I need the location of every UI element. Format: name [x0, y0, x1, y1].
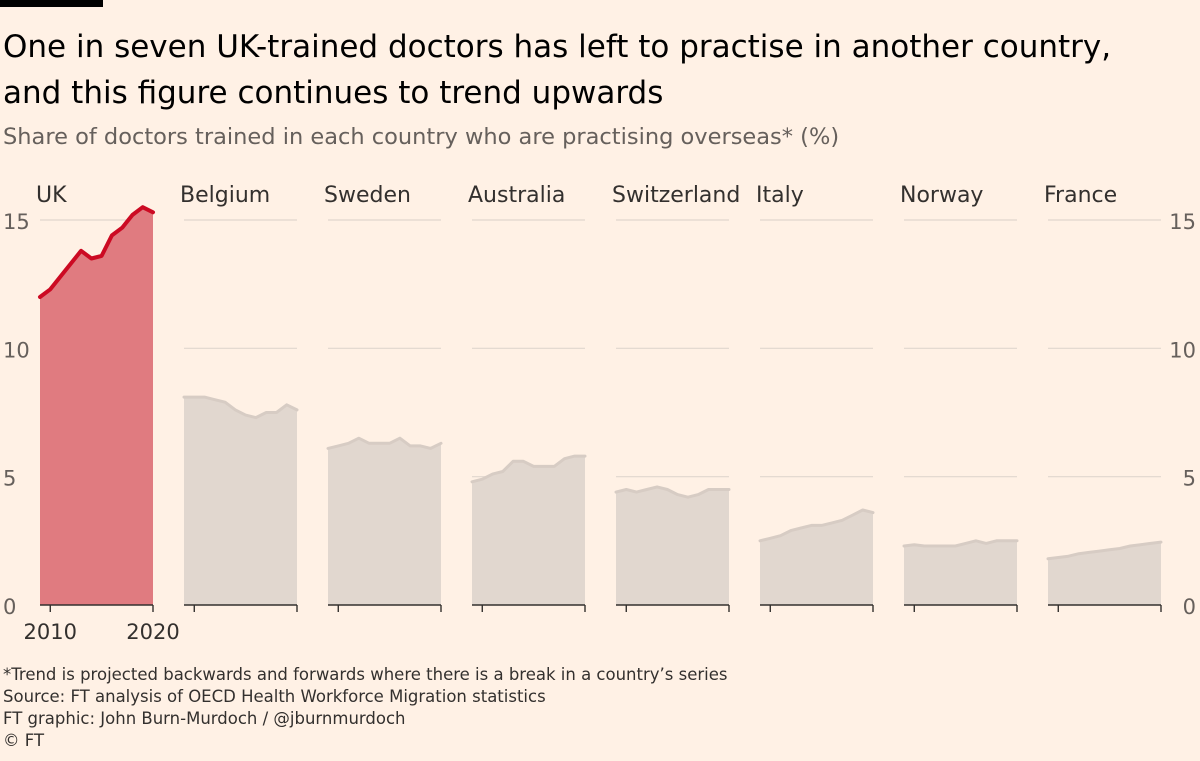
- line-australia: [470, 454, 587, 484]
- line-sweden: [326, 436, 443, 450]
- area-uk: [40, 207, 153, 605]
- y-tick-left-10: 10: [3, 338, 30, 362]
- panel-title-norway: Norway: [900, 183, 983, 208]
- footnotes: *Trend is projected backwards and forwar…: [3, 664, 727, 752]
- area-france: [1048, 542, 1161, 605]
- source-note: Source: FT analysis of OECD Health Workf…: [3, 687, 546, 706]
- y-tick-left-5: 5: [3, 467, 16, 491]
- line-italy: [758, 508, 875, 543]
- line-switzerland: [614, 485, 731, 499]
- chart-title: One in seven UK-trained doctors has left…: [3, 24, 1193, 116]
- y-tick-left-0: 0: [3, 595, 16, 619]
- graphic-credit: FT graphic: John Burn-Murdoch / @jburnmu…: [3, 709, 406, 728]
- y-tick-left-15: 15: [3, 210, 30, 234]
- footnote-trend: *Trend is projected backwards and forwar…: [3, 665, 728, 684]
- y-tick-right-0: 0: [1183, 595, 1196, 619]
- chart-title-line-1: One in seven UK-trained doctors has left…: [3, 29, 1112, 65]
- line-belgium: [182, 395, 299, 420]
- ft-top-bar: [0, 0, 103, 7]
- line-france: [1046, 540, 1163, 561]
- panel-title-france: France: [1044, 183, 1117, 208]
- panel-title-sweden: Sweden: [324, 183, 411, 208]
- line-uk: [38, 205, 155, 299]
- copyright-note: © FT: [3, 731, 45, 750]
- area-australia: [472, 456, 585, 605]
- panel-title-switzerland: Switzerland: [612, 183, 740, 208]
- small-multiples-chart: 0 0 5 5 10 10 15 15 2010 2020 UK Belgium Sweden Austr…: [3, 183, 1196, 644]
- area-belgium: [184, 397, 297, 605]
- area-norway: [904, 540, 1017, 605]
- line-norway: [902, 539, 1019, 548]
- x-tick-label-2020: 2020: [126, 620, 179, 644]
- panel-title-belgium: Belgium: [180, 183, 270, 208]
- panel-title-uk: UK: [36, 183, 67, 208]
- area-italy: [760, 510, 873, 605]
- y-tick-right-5: 5: [1183, 467, 1196, 491]
- chart-title-line-2: and this figure continues to trend upwar…: [3, 75, 664, 111]
- x-tick-label-2010: 2010: [24, 620, 77, 644]
- area-switzerland: [616, 486, 729, 605]
- panel-title-italy: Italy: [756, 183, 804, 208]
- y-tick-right-15: 15: [1169, 210, 1196, 234]
- y-tick-right-10: 10: [1169, 338, 1196, 362]
- area-sweden: [328, 438, 441, 605]
- chart-subtitle: Share of doctors trained in each country…: [3, 124, 840, 150]
- panel-title-australia: Australia: [468, 183, 565, 208]
